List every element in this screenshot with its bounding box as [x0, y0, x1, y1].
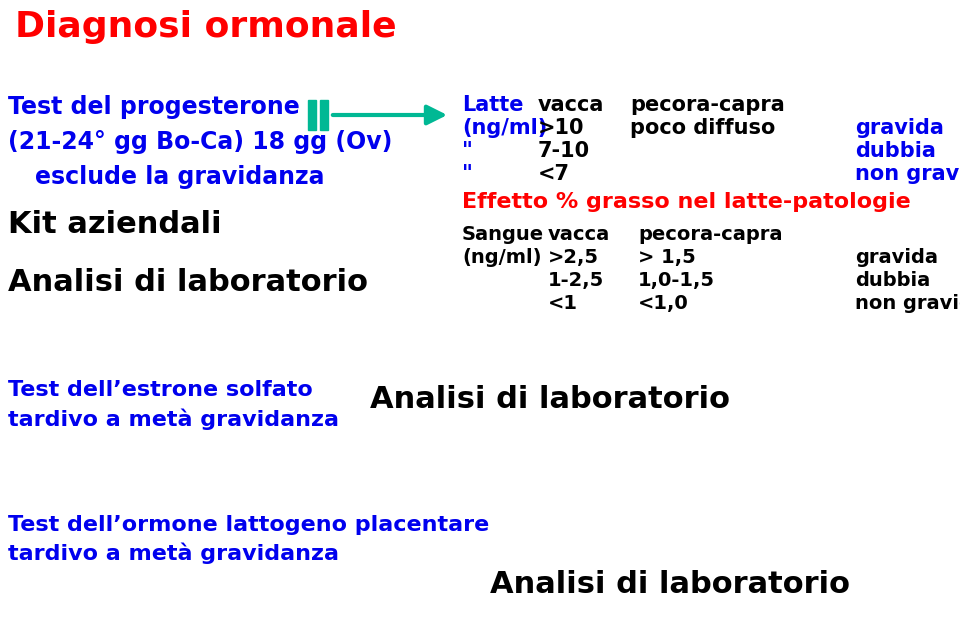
Text: tardivo a metà gravidanza: tardivo a metà gravidanza	[8, 543, 339, 564]
Text: Test dell’ormone lattogeno placentare: Test dell’ormone lattogeno placentare	[8, 515, 490, 535]
Text: (ng/ml): (ng/ml)	[462, 248, 541, 267]
Text: Analisi di laboratorio: Analisi di laboratorio	[490, 570, 850, 599]
Text: pecora-capra: pecora-capra	[630, 95, 784, 115]
Text: > 1,5: > 1,5	[638, 248, 696, 267]
Text: <1: <1	[548, 294, 578, 313]
Text: >10: >10	[538, 118, 585, 138]
Text: Analisi di laboratorio: Analisi di laboratorio	[8, 268, 368, 297]
Text: poco diffuso: poco diffuso	[630, 118, 776, 138]
Text: >2,5: >2,5	[548, 248, 599, 267]
Text: 7-10: 7-10	[538, 141, 590, 161]
Text: tardivo a metà gravidanza: tardivo a metà gravidanza	[8, 408, 339, 430]
Text: vacca: vacca	[538, 95, 605, 115]
Text: Kit aziendali: Kit aziendali	[8, 210, 222, 239]
Text: (ng/ml): (ng/ml)	[462, 118, 547, 138]
Text: ": "	[462, 164, 473, 184]
Text: 1,0-1,5: 1,0-1,5	[638, 271, 715, 290]
Text: non gravida: non gravida	[855, 164, 960, 184]
Text: non gravida: non gravida	[855, 294, 960, 313]
Text: Test dell’estrone solfato: Test dell’estrone solfato	[8, 380, 313, 400]
Text: esclude la gravidanza: esclude la gravidanza	[35, 165, 324, 189]
Bar	[320, 100, 328, 130]
Text: <1,0: <1,0	[638, 294, 688, 313]
Text: gravida: gravida	[855, 248, 938, 267]
Text: Effetto % grasso nel latte-patologie: Effetto % grasso nel latte-patologie	[462, 192, 911, 212]
Text: vacca: vacca	[548, 225, 611, 244]
Text: dubbia: dubbia	[855, 271, 930, 290]
Text: Test del progesterone: Test del progesterone	[8, 95, 300, 119]
Text: Diagnosi ormonale: Diagnosi ormonale	[15, 10, 396, 44]
Text: gravida: gravida	[855, 118, 944, 138]
Text: ": "	[462, 141, 473, 161]
Text: (21-24° gg Bo-Ca) 18 gg (Ov): (21-24° gg Bo-Ca) 18 gg (Ov)	[8, 130, 393, 154]
Text: dubbia: dubbia	[855, 141, 936, 161]
Text: Latte: Latte	[462, 95, 523, 115]
Text: pecora-capra: pecora-capra	[638, 225, 782, 244]
Text: Analisi di laboratorio: Analisi di laboratorio	[370, 385, 730, 414]
Text: <7: <7	[538, 164, 570, 184]
Bar	[308, 100, 316, 130]
Text: Sangue: Sangue	[462, 225, 544, 244]
Text: 1-2,5: 1-2,5	[548, 271, 604, 290]
